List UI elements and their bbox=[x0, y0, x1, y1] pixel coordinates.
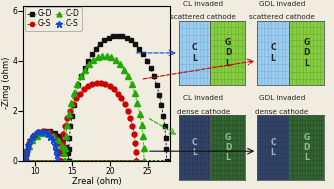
Text: G
D
L: G D L bbox=[225, 38, 231, 68]
Text: GDL invaded: GDL invaded bbox=[259, 95, 305, 101]
Text: scattered cathode: scattered cathode bbox=[170, 14, 236, 20]
Text: GDL invaded: GDL invaded bbox=[259, 1, 305, 7]
Text: CL invaded: CL invaded bbox=[183, 95, 223, 101]
Text: CL invaded: CL invaded bbox=[183, 1, 223, 7]
Text: C
L: C L bbox=[192, 138, 197, 157]
Text: C
L: C L bbox=[270, 138, 276, 157]
Text: G
D
L: G D L bbox=[303, 38, 310, 68]
Text: G
D
L: G D L bbox=[225, 132, 231, 162]
Text: G
D
L: G D L bbox=[303, 132, 310, 162]
Text: C
L: C L bbox=[192, 43, 197, 63]
Text: scattered cathode: scattered cathode bbox=[249, 14, 315, 20]
Text: dense cathode: dense cathode bbox=[255, 109, 309, 115]
Text: dense cathode: dense cathode bbox=[177, 109, 230, 115]
Y-axis label: -Zimg (ohm): -Zimg (ohm) bbox=[2, 57, 11, 109]
Text: C
L: C L bbox=[270, 43, 276, 63]
Legend: G-D, G-S, C-D, C-S: G-D, G-S, C-D, C-S bbox=[25, 7, 81, 31]
X-axis label: Zreal (ohm): Zreal (ohm) bbox=[72, 177, 122, 186]
